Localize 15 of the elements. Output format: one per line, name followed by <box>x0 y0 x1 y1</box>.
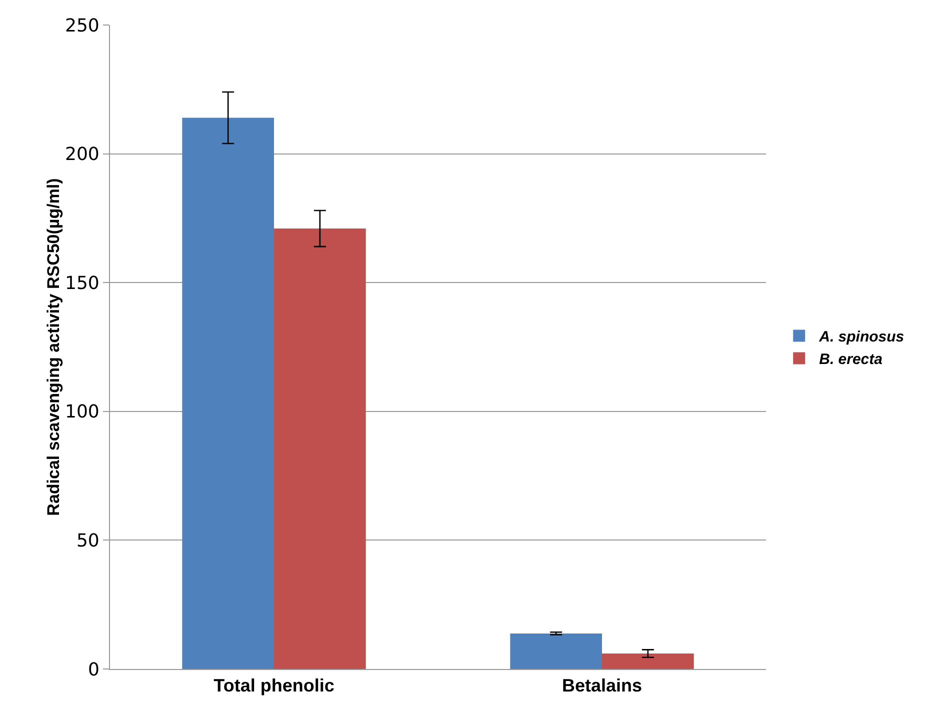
y-tick-label: 200 <box>65 144 100 166</box>
y-tick-label: 150 <box>65 272 100 294</box>
bar <box>510 633 602 669</box>
y-tick-label: 100 <box>65 402 100 423</box>
y-tick-label: 250 <box>65 15 100 36</box>
bar <box>274 228 366 669</box>
y-axis-title: Radical scavenging activity RSC50(µg/ml) <box>44 178 64 516</box>
x-tick-label: Total phenolic <box>214 676 334 696</box>
bar <box>602 654 694 669</box>
legend-label: B. erecta <box>819 351 882 368</box>
bar <box>182 118 274 669</box>
x-tick-label: Betalains <box>562 676 642 696</box>
y-tick-label: 50 <box>76 530 100 552</box>
y-tick-label: 0 <box>88 659 100 680</box>
legend-label: A. spinosus <box>818 328 904 346</box>
